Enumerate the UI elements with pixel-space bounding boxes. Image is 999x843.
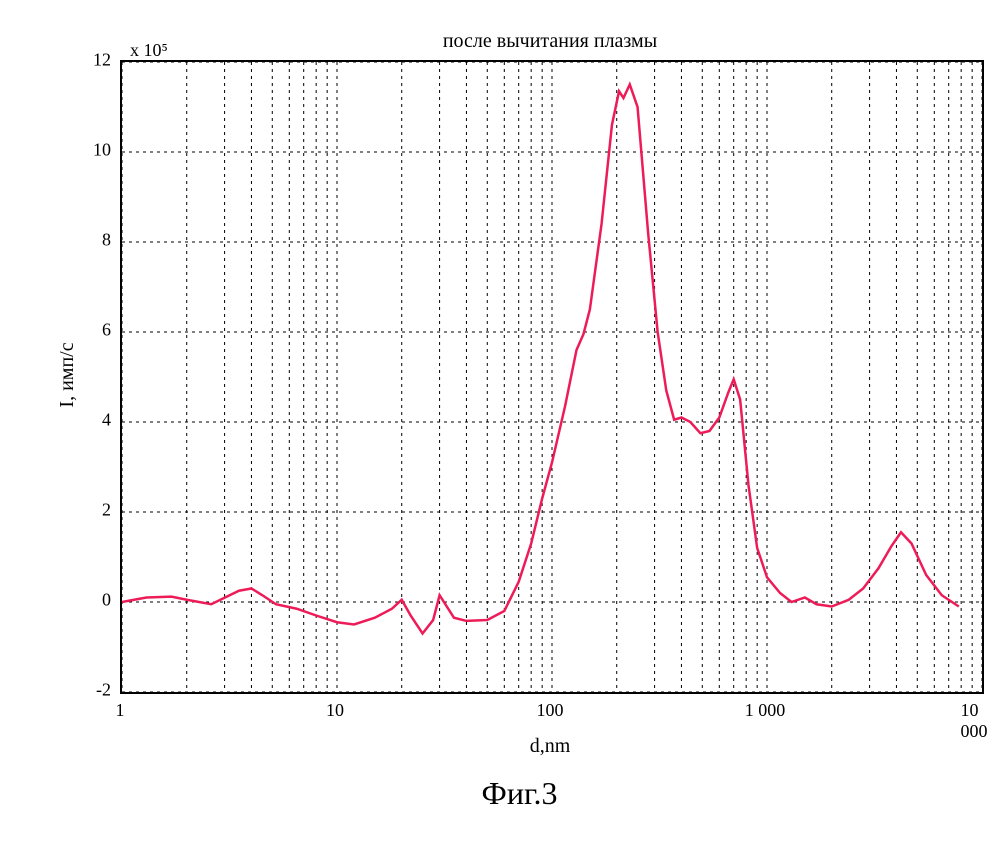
y-tick-label: 6 [102,320,111,341]
y-axis-label: I, имп/с [56,342,79,407]
data-series [122,85,959,634]
x-tick-label: 10 000 [961,700,999,742]
y-tick-label: 8 [102,230,111,251]
y-tick-label: 10 [93,140,111,161]
x-tick-label: 10 [326,700,344,721]
y-tick-label: 2 [102,500,111,521]
y-exponent: x 10⁵ [130,40,168,61]
y-tick-label: 12 [93,50,111,71]
x-axis-label: d,nm [120,735,980,758]
y-tick-label: 4 [102,410,111,431]
y-tick-label: 0 [102,590,111,611]
figure-label: Фиг.3 [20,775,999,812]
chart-title: после вычитания плазмы [120,30,980,53]
plot-area [120,60,984,694]
plot-svg [122,62,982,692]
chart-container: после вычитания плазмы x 10⁵ I, имп/с d,… [20,20,999,823]
y-tick-label: -2 [96,680,111,701]
x-tick-label: 100 [537,700,564,721]
x-tick-label: 1 000 [745,700,786,721]
x-tick-label: 1 [116,700,125,721]
